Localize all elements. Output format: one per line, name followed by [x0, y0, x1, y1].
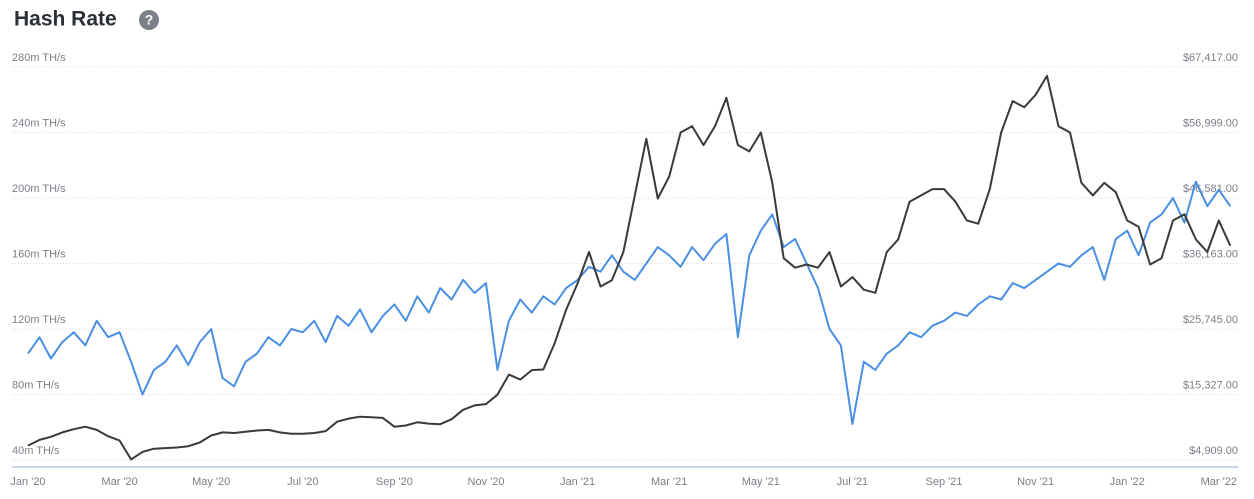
x-tick-label: Nov '21: [1017, 476, 1054, 488]
y2-tick-label: $56,999.00: [1183, 118, 1238, 130]
x-tick-label: Mar '20: [101, 476, 137, 488]
chart-title: Hash Rate: [14, 8, 117, 31]
help-icon[interactable]: ?: [139, 10, 159, 30]
x-tick-label: Sep '20: [376, 476, 413, 488]
y-tick-label: 160m TH/s: [12, 249, 66, 261]
x-tick-label: May '20: [192, 476, 230, 488]
y2-tick-label: $67,417.00: [1183, 52, 1238, 64]
x-tick-label: Jan '22: [1110, 476, 1145, 488]
y-tick-label: 200m TH/s: [12, 183, 66, 195]
y-tick-label: 80m TH/s: [12, 380, 60, 392]
y2-tick-label: $4,909.00: [1189, 445, 1238, 457]
y2-tick-label: $25,745.00: [1183, 314, 1238, 326]
y-tick-label: 120m TH/s: [12, 314, 66, 326]
x-tick-label: Jul '20: [287, 476, 318, 488]
y2-tick-label: $46,581.00: [1183, 183, 1238, 195]
x-tick-label: Jan '20: [10, 476, 45, 488]
x-tick-label: Mar '22: [1201, 476, 1237, 488]
series-line: [27, 74, 1232, 461]
y2-tick-label: $36,163.00: [1183, 249, 1238, 261]
series-line: [27, 180, 1232, 425]
x-tick-label: May '21: [742, 476, 780, 488]
y-tick-label: 280m TH/s: [12, 52, 66, 64]
svg-text:?: ?: [145, 12, 154, 28]
x-tick-label: Jul '21: [837, 476, 868, 488]
x-tick-label: Mar '21: [651, 476, 687, 488]
y-tick-label: 40m TH/s: [12, 445, 60, 457]
x-tick-label: Nov '20: [468, 476, 505, 488]
x-tick-label: Jan '21: [560, 476, 595, 488]
y-tick-label: 240m TH/s: [12, 118, 66, 130]
y2-tick-label: $15,327.00: [1183, 380, 1238, 392]
x-tick-label: Sep '21: [926, 476, 963, 488]
